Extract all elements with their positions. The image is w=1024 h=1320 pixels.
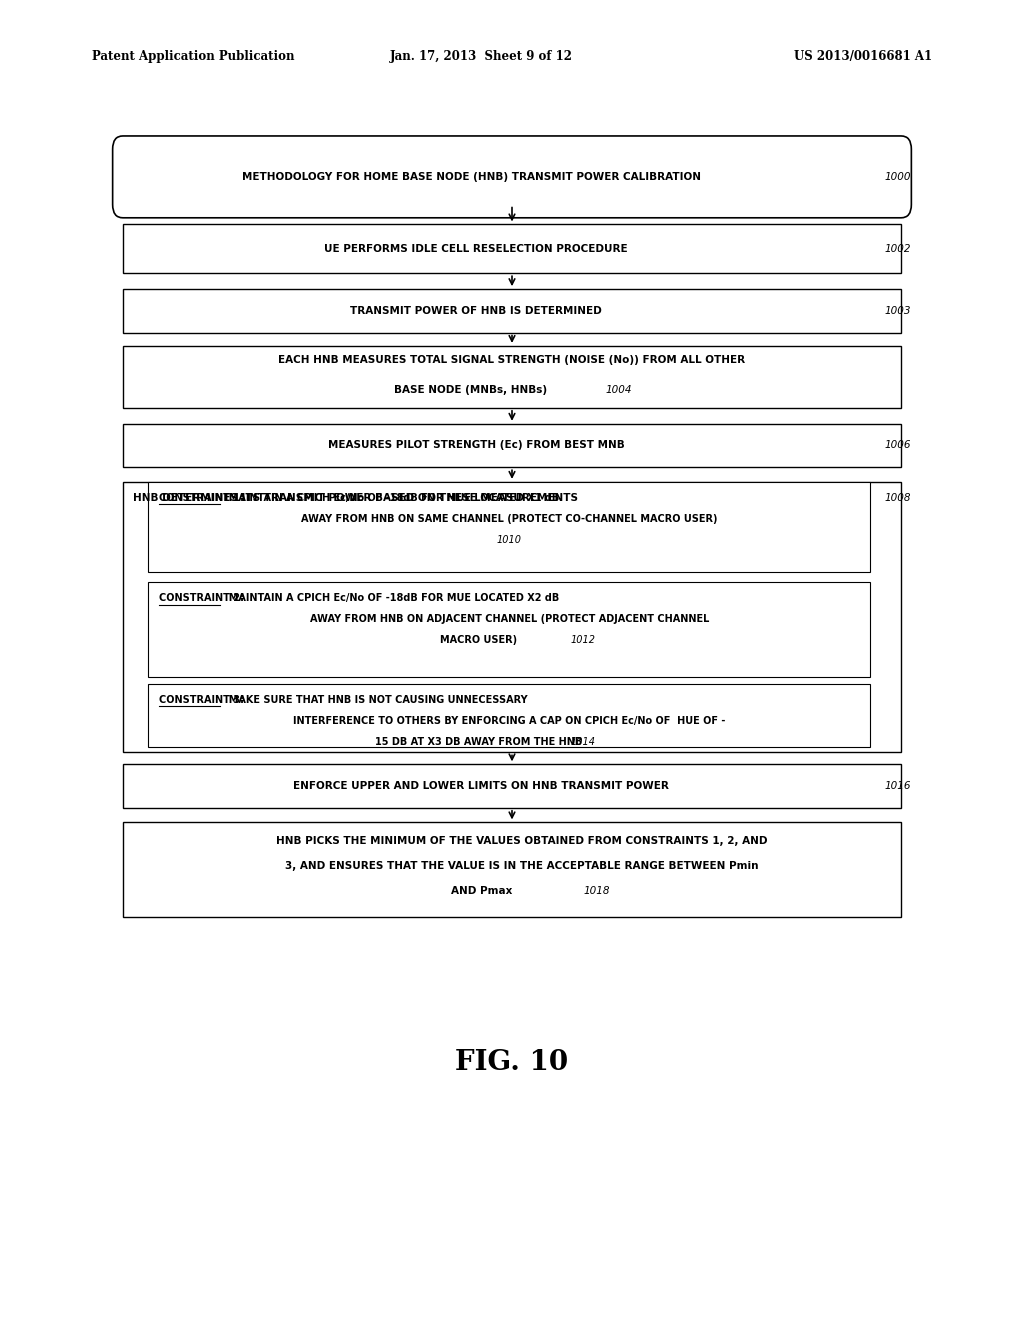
FancyBboxPatch shape (123, 424, 901, 467)
Text: 1002: 1002 (885, 244, 911, 253)
FancyBboxPatch shape (113, 136, 911, 218)
Text: 15 DB AT X3 DB AWAY FROM THE HNB: 15 DB AT X3 DB AWAY FROM THE HNB (375, 737, 583, 747)
Text: BASE NODE (MNBs, HNBs): BASE NODE (MNBs, HNBs) (394, 385, 548, 395)
Text: 1016: 1016 (885, 781, 911, 791)
Text: METHODOLOGY FOR HOME BASE NODE (HNB) TRANSMIT POWER CALIBRATION: METHODOLOGY FOR HOME BASE NODE (HNB) TRA… (242, 172, 700, 182)
Text: MAKE SURE THAT HNB IS NOT CAUSING UNNECESSARY: MAKE SURE THAT HNB IS NOT CAUSING UNNECE… (222, 694, 527, 705)
Text: HNB PICKS THE MINIMUM OF THE VALUES OBTAINED FROM CONSTRAINTS 1, 2, AND: HNB PICKS THE MINIMUM OF THE VALUES OBTA… (276, 836, 768, 846)
Text: 1006: 1006 (885, 441, 911, 450)
FancyBboxPatch shape (123, 764, 901, 808)
Text: 1014: 1014 (570, 737, 596, 747)
Text: Jan. 17, 2013  Sheet 9 of 12: Jan. 17, 2013 Sheet 9 of 12 (390, 50, 572, 63)
Text: 3, AND ENSURES THAT THE VALUE IS IN THE ACCEPTABLE RANGE BETWEEN Pmin: 3, AND ENSURES THAT THE VALUE IS IN THE … (286, 861, 759, 871)
Text: 1018: 1018 (584, 886, 610, 896)
FancyBboxPatch shape (123, 346, 901, 408)
Text: TRANSMIT POWER OF HNB IS DETERMINED: TRANSMIT POWER OF HNB IS DETERMINED (350, 306, 602, 315)
Text: 1003: 1003 (885, 306, 911, 315)
Text: Patent Application Publication: Patent Application Publication (92, 50, 295, 63)
Text: HNB DETERMINES ITS TRANSMIT POWER BASED ON THESE MEASUREMENTS: HNB DETERMINES ITS TRANSMIT POWER BASED … (133, 492, 579, 503)
Text: AWAY FROM HNB ON SAME CHANNEL (PROTECT CO-CHANNEL MACRO USER): AWAY FROM HNB ON SAME CHANNEL (PROTECT C… (301, 513, 718, 524)
Text: MACRO USER): MACRO USER) (440, 635, 517, 645)
Text: 1008: 1008 (885, 492, 911, 503)
Text: EACH HNB MEASURES TOTAL SIGNAL STRENGTH (NOISE (No)) FROM ALL OTHER: EACH HNB MEASURES TOTAL SIGNAL STRENGTH … (279, 355, 745, 364)
FancyBboxPatch shape (123, 822, 901, 917)
Text: 1004: 1004 (605, 385, 632, 395)
Text: CONSTRAINT 2:: CONSTRAINT 2: (159, 593, 244, 603)
Text: 1000: 1000 (885, 172, 911, 182)
FancyBboxPatch shape (148, 582, 870, 677)
Text: AND Pmax: AND Pmax (451, 886, 512, 896)
Text: MEASURES PILOT STRENGTH (Ec) FROM BEST MNB: MEASURES PILOT STRENGTH (Ec) FROM BEST M… (328, 441, 625, 450)
Text: CONSTRAINT 3:: CONSTRAINT 3: (159, 694, 244, 705)
FancyBboxPatch shape (148, 482, 870, 572)
Text: MAINTAIN A CPICH Ec/No OF -18dB FOR MUE LOCATED X1 dB: MAINTAIN A CPICH Ec/No OF -18dB FOR MUE … (222, 492, 559, 503)
Text: US 2013/0016681 A1: US 2013/0016681 A1 (794, 50, 932, 63)
Text: UE PERFORMS IDLE CELL RESELECTION PROCEDURE: UE PERFORMS IDLE CELL RESELECTION PROCED… (325, 244, 628, 253)
FancyBboxPatch shape (123, 224, 901, 273)
Text: CONSTRAINT 1:: CONSTRAINT 1: (159, 492, 244, 503)
Text: INTERFERENCE TO OTHERS BY ENFORCING A CAP ON CPICH Ec/No OF  HUE OF -: INTERFERENCE TO OTHERS BY ENFORCING A CA… (293, 715, 726, 726)
Text: ENFORCE UPPER AND LOWER LIMITS ON HNB TRANSMIT POWER: ENFORCE UPPER AND LOWER LIMITS ON HNB TR… (293, 781, 670, 791)
Text: 1010: 1010 (497, 535, 522, 545)
FancyBboxPatch shape (123, 289, 901, 333)
FancyBboxPatch shape (123, 482, 901, 752)
Text: MAINTAIN A CPICH Ec/No OF -18dB FOR MUE LOCATED X2 dB: MAINTAIN A CPICH Ec/No OF -18dB FOR MUE … (222, 593, 559, 603)
FancyBboxPatch shape (148, 684, 870, 747)
Text: 1012: 1012 (570, 635, 596, 645)
Text: FIG. 10: FIG. 10 (456, 1049, 568, 1076)
Text: AWAY FROM HNB ON ADJACENT CHANNEL (PROTECT ADJACENT CHANNEL: AWAY FROM HNB ON ADJACENT CHANNEL (PROTE… (309, 614, 710, 624)
